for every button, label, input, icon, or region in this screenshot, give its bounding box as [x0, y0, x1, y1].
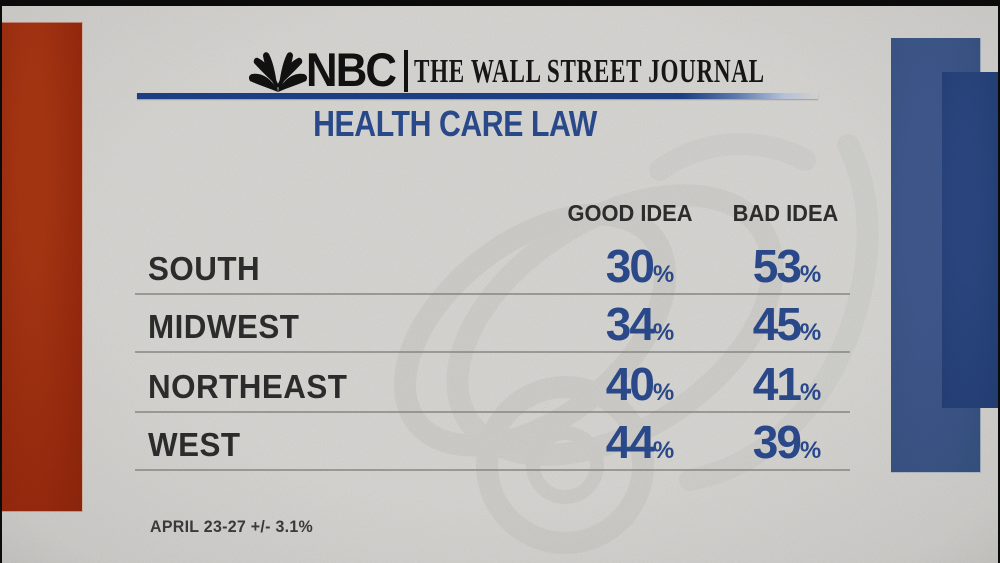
region-label: MIDWEST: [148, 308, 300, 345]
percent-sign: %: [652, 261, 675, 288]
region-label: NORTHEAST: [148, 368, 348, 405]
top-black-bar: [0, 0, 1000, 6]
percent-sign: %: [652, 319, 675, 346]
percent-sign: %: [799, 379, 822, 406]
left-black-edge: [0, 0, 2, 563]
percent-sign: %: [799, 319, 822, 346]
page-title: HEALTH CARE LAW: [313, 103, 597, 144]
wsj-wordmark: THE WALL STREET JOURNAL: [414, 53, 765, 90]
table-row: MIDWEST 34% 45%: [135, 295, 850, 353]
percent-sign: %: [652, 437, 675, 464]
left-red-panel: [0, 22, 83, 512]
nbc-wordmark: NBC: [306, 43, 397, 96]
good-idea-value: 44%: [605, 416, 675, 468]
right-blue-panel-dark: [942, 72, 1000, 408]
good-idea-value: 34%: [605, 298, 675, 350]
table-row: SOUTH 30% 53%: [135, 236, 850, 295]
good-idea-value: 30%: [605, 240, 675, 292]
good-idea-value: 40%: [605, 358, 675, 410]
bad-idea-value: 45%: [752, 298, 822, 350]
percent-sign: %: [652, 379, 675, 406]
header-rule: [137, 93, 818, 99]
region-label: SOUTH: [148, 250, 261, 287]
column-header-bad-idea: BAD IDEA: [732, 200, 839, 226]
nbc-peacock-icon: [248, 52, 308, 92]
percent-sign: %: [799, 437, 822, 464]
table-row: NORTHEAST 40% 41%: [135, 353, 850, 413]
bad-idea-value: 39%: [752, 416, 822, 468]
poll-date-margin-note: APRIL 23-27 +/- 3.1%: [150, 517, 314, 536]
bad-idea-value: 53%: [752, 240, 822, 292]
region-label: WEST: [148, 426, 241, 463]
bad-idea-value: 41%: [752, 358, 822, 410]
percent-sign: %: [799, 261, 822, 288]
table-row: WEST 44% 39%: [135, 413, 850, 471]
brand-divider: [404, 50, 408, 92]
column-header-good-idea: GOOD IDEA: [567, 200, 693, 226]
